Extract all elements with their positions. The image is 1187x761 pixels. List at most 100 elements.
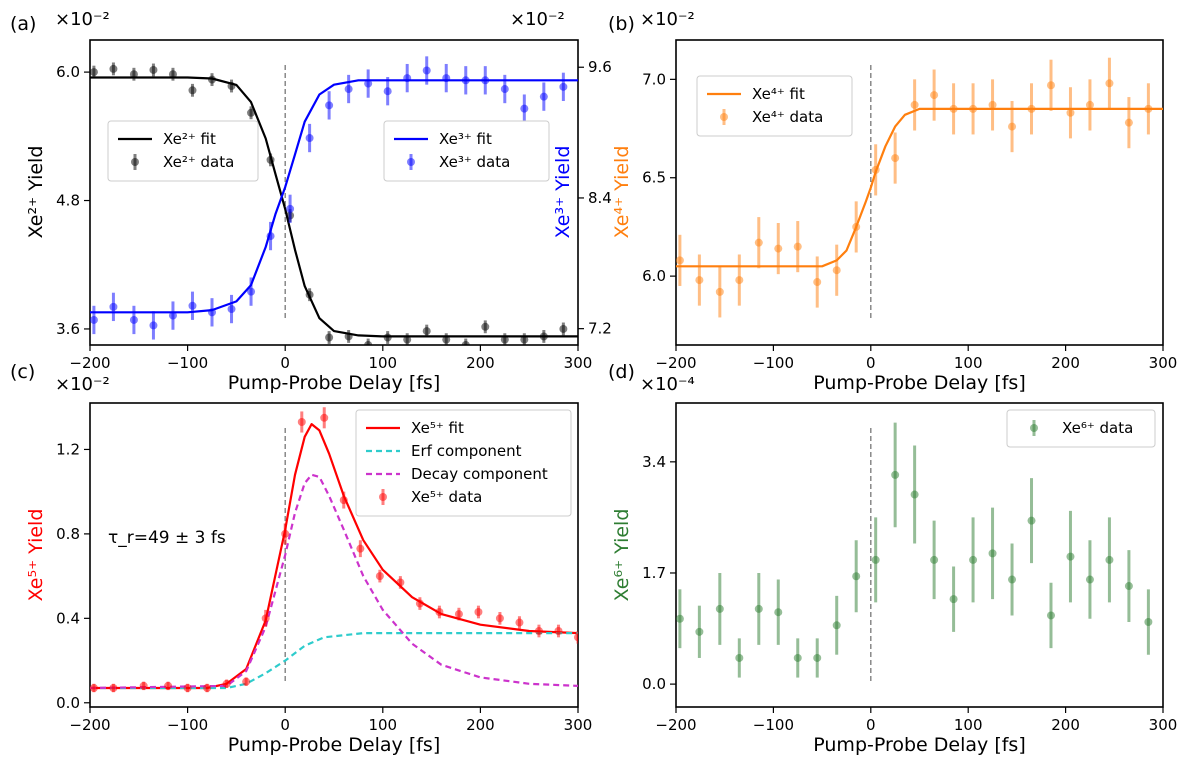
data-point (1046, 611, 1055, 620)
data-point (208, 308, 216, 317)
panel-0: −200 −100 0 100 200 300 Pump-Probe Delay [fs] 3… (10, 9, 612, 394)
data-point (139, 681, 148, 690)
data-point (203, 684, 212, 692)
data-point (442, 74, 451, 83)
legend-label: Decay component (411, 465, 548, 483)
y-axis-label: Xe⁴⁺ Yield (611, 146, 633, 239)
legend-label: Xe⁴⁺ fit (752, 85, 805, 103)
plot-area (676, 57, 1163, 318)
axes-frame (675, 402, 1164, 708)
x-tick-label: 100 (368, 716, 397, 734)
data-point (129, 70, 138, 79)
legend-label: Xe⁵⁺ fit (411, 419, 464, 437)
legend: Xe³⁺ fit Xe³⁺ data (383, 120, 550, 182)
y-multiplier: ×10⁻² (640, 9, 695, 30)
data-point (396, 578, 405, 587)
data-point (188, 86, 197, 95)
data-point (422, 327, 431, 336)
data-point (325, 101, 334, 110)
data-point (481, 322, 490, 331)
panel-label: (d) (608, 361, 635, 383)
panel-label: (b) (608, 13, 635, 35)
legend-label: Xe²⁺ fit (163, 130, 216, 148)
data-point (774, 608, 783, 617)
y2-tick-label: 7.2 (588, 320, 612, 338)
data-point (949, 595, 958, 604)
data-point (415, 599, 424, 608)
data-point (356, 544, 365, 553)
y-multiplier: ×10⁻² (55, 9, 110, 30)
data-point (539, 92, 548, 101)
data-point (109, 64, 118, 73)
data-point (320, 413, 329, 422)
data-point (1105, 79, 1114, 88)
data-point (1144, 618, 1153, 627)
data-point (554, 627, 563, 635)
annotation: τ_r=49 ± 3 fs (108, 528, 226, 548)
y-multiplier: ×10⁻⁴ (640, 374, 695, 395)
data-point (403, 74, 412, 83)
data-point (364, 79, 373, 88)
data-point (461, 76, 470, 85)
legend-label: Xe³⁺ fit (439, 130, 492, 148)
data-point (168, 311, 177, 320)
data-point (109, 684, 118, 692)
y2-tick-label: 8.4 (588, 189, 612, 207)
data-point (1008, 122, 1017, 131)
data-point (1124, 582, 1133, 591)
data-point (261, 614, 270, 623)
data-point (454, 610, 463, 619)
x-tick-label: 0 (866, 354, 876, 372)
legend-label: Xe²⁺ data (163, 153, 234, 171)
x-tick-label: −200 (655, 716, 696, 734)
data-point (149, 65, 158, 74)
data-point (969, 104, 978, 113)
x-tick-label: 200 (466, 716, 495, 734)
panel-3: −200 −100 0 100 200 300 Pump-Probe Delay [fs] 0… (608, 361, 1177, 756)
data-point (1085, 575, 1094, 584)
y-axis-label: Xe⁵⁺ Yield (25, 509, 47, 602)
panel-label: (c) (10, 361, 35, 383)
data-point (222, 679, 231, 688)
data-point (364, 341, 373, 345)
data-point (188, 301, 197, 310)
x-tick-label: 300 (1149, 354, 1178, 372)
y2-axis-label: Xe³⁺ Yield (552, 146, 574, 239)
legend-marker (1030, 424, 1038, 432)
legend-marker (379, 493, 387, 501)
data-point (90, 684, 98, 692)
data-point (891, 154, 900, 163)
data-point (754, 604, 763, 613)
y-tick-label: 3.6 (56, 320, 80, 338)
data-point (676, 256, 684, 265)
data-point (344, 85, 353, 94)
x-axis-label: Pump-Probe Delay [fs] (813, 734, 1025, 756)
x-tick-label: 300 (1149, 716, 1178, 734)
data-point (695, 276, 704, 285)
data-point (910, 490, 919, 499)
legend-label: Xe³⁺ data (439, 153, 510, 171)
data-point (793, 653, 802, 662)
data-point (481, 76, 490, 85)
axes-frame (89, 39, 579, 346)
legend: Xe⁵⁺ fit Erf component Decay component Xe⁵⁺… (355, 409, 572, 517)
x-tick-label: −200 (69, 354, 110, 372)
x-tick-label: 200 (1051, 716, 1080, 734)
x-tick-label: −100 (167, 354, 208, 372)
data-point (910, 100, 919, 109)
data-point (297, 418, 306, 426)
y-tick-label: 6.5 (642, 169, 666, 187)
y2-tick-label: 9.6 (588, 58, 612, 76)
data-point (852, 572, 861, 581)
data-point (871, 165, 880, 174)
data-point (793, 242, 802, 251)
data-point (1124, 118, 1133, 127)
x-tick-label: 200 (1051, 354, 1080, 372)
data-point (474, 608, 483, 616)
data-point (813, 278, 822, 287)
y-multiplier: ×10⁻² (55, 374, 110, 395)
x-tick-label: 100 (954, 354, 983, 372)
data-point (305, 290, 314, 299)
data-point (813, 653, 822, 662)
